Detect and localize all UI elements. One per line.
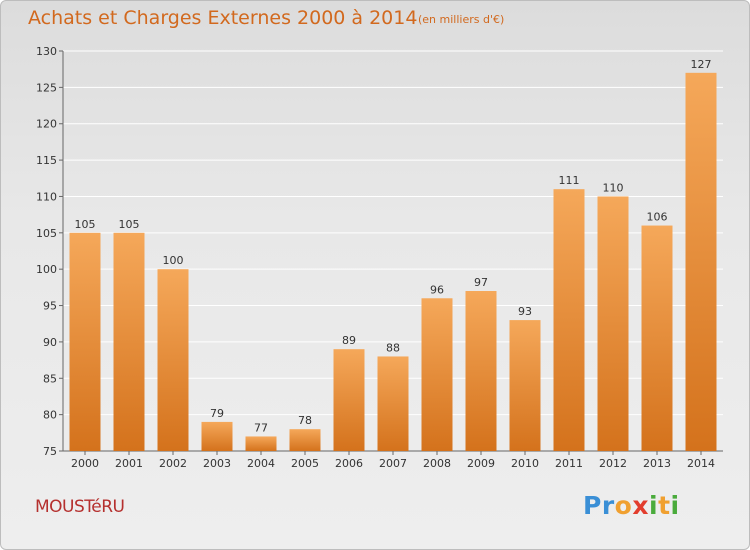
bar [597, 196, 629, 451]
data-label: 100 [163, 254, 184, 267]
y-tick-label: 130 [36, 45, 57, 58]
logo-letter: r [601, 491, 615, 520]
x-tick-label: 2009 [467, 457, 495, 470]
logo-letter: t [658, 491, 671, 520]
x-tick-label: 2011 [555, 457, 583, 470]
chart-title: Achats et Charges Externes 2000 à 2014 [28, 7, 418, 29]
data-label: 111 [559, 174, 580, 187]
y-tick-label: 95 [43, 300, 57, 313]
bar [245, 436, 277, 451]
bar [465, 291, 497, 451]
bar [333, 349, 365, 451]
data-label: 89 [342, 334, 356, 347]
x-tick-label: 2004 [247, 457, 275, 470]
x-tick-label: 2005 [291, 457, 319, 470]
data-label: 93 [518, 305, 532, 318]
bar [201, 421, 233, 451]
x-tick-label: 2000 [71, 457, 99, 470]
bar [157, 269, 189, 451]
y-tick-label: 85 [43, 372, 57, 385]
x-tick-label: 2012 [599, 457, 627, 470]
data-label: 110 [603, 181, 624, 194]
y-tick-label: 90 [43, 336, 57, 349]
x-tick-label: 2002 [159, 457, 187, 470]
x-tick-label: 2007 [379, 457, 407, 470]
y-tick-label: 120 [36, 118, 57, 131]
logo-letter: o [614, 491, 633, 520]
data-label: 106 [647, 211, 668, 224]
bar [289, 429, 321, 451]
y-tick-label: 125 [36, 81, 57, 94]
bar [421, 298, 453, 451]
bar [685, 72, 717, 452]
y-tick-label: 80 [43, 409, 57, 422]
x-tick-label: 2014 [687, 457, 715, 470]
data-label: 79 [210, 407, 224, 420]
data-label: 97 [474, 276, 488, 289]
x-tick-label: 2010 [511, 457, 539, 470]
bar [509, 320, 541, 451]
x-tick-label: 2001 [115, 457, 143, 470]
bar [113, 232, 145, 451]
y-tick-label: 105 [36, 227, 57, 240]
bar [553, 189, 585, 451]
y-tick-label: 110 [36, 190, 57, 203]
logo-letter: P [583, 491, 602, 520]
data-label: 105 [75, 218, 96, 231]
data-label: 88 [386, 341, 400, 354]
x-tick-label: 2013 [643, 457, 671, 470]
data-label: 127 [691, 58, 712, 71]
logo-letter: i [670, 491, 680, 520]
data-label: 78 [298, 414, 312, 427]
logo-letter: i [649, 491, 659, 520]
data-label: 96 [430, 283, 444, 296]
data-label: 77 [254, 421, 268, 434]
y-tick-label: 75 [43, 445, 57, 458]
bar [641, 225, 673, 451]
chart-subtitle: (en milliers d'€) [418, 13, 505, 26]
bar [69, 232, 101, 451]
y-tick-label: 100 [36, 263, 57, 276]
x-tick-label: 2008 [423, 457, 451, 470]
bar [377, 356, 409, 451]
data-label: 105 [119, 218, 140, 231]
proxiti-logo: Proxiti [583, 491, 680, 520]
x-tick-label: 2003 [203, 457, 231, 470]
commune-name: MOUSTéRU [35, 497, 125, 517]
logo-letter: x [632, 491, 649, 520]
x-tick-label: 2006 [335, 457, 363, 470]
y-tick-label: 115 [36, 154, 57, 167]
